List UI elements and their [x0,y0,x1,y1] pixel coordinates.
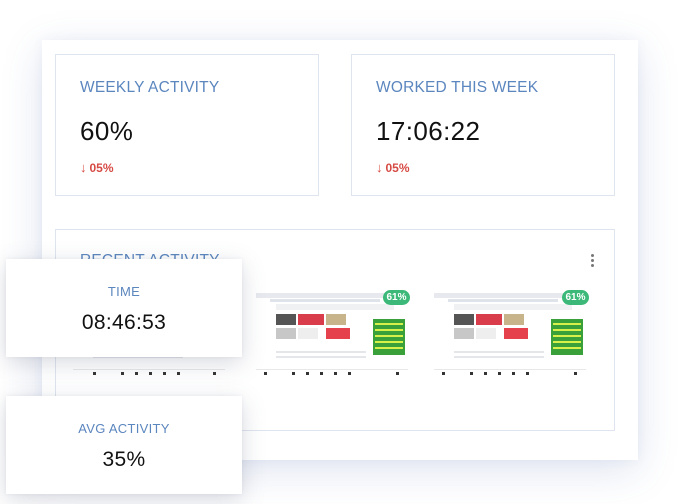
weekly-activity-label: WEEKLY ACTIVITY [80,79,220,96]
activity-percent-badge: 61% [383,290,410,305]
activity-screenshot-thumbnail[interactable] [256,293,408,377]
worked-this-week-delta-value: 05% [385,161,410,175]
worked-this-week-delta: ↓ 05% [376,160,410,175]
weekly-activity-value: 60% [80,116,134,146]
worked-this-week-value: 17:06:22 [376,116,481,146]
time-value: 08:46:53 [81,311,167,334]
avg-activity-card: AVG ACTIVITY 35% [6,396,242,494]
weekly-activity-card: WEEKLY ACTIVITY 60% ↓ 05% [55,54,319,196]
time-card: TIME 08:46:53 [6,259,242,357]
weekly-activity-delta: ↓ 05% [80,160,114,175]
weekly-activity-delta-value: 05% [89,161,114,175]
avg-activity-value: 35% [102,448,146,471]
avg-activity-label: AVG ACTIVITY [78,421,170,436]
worked-this-week-label: WORKED THIS WEEK [376,79,539,96]
arrow-down-icon: ↓ [80,160,87,175]
arrow-down-icon: ↓ [376,160,383,175]
worked-this-week-card: WORKED THIS WEEK 17:06:22 ↓ 05% [351,54,615,196]
activity-screenshot-thumbnail[interactable] [434,293,586,377]
more-vertical-icon[interactable] [591,254,595,268]
time-label: TIME [107,284,141,299]
activity-percent-badge: 61% [562,290,589,305]
